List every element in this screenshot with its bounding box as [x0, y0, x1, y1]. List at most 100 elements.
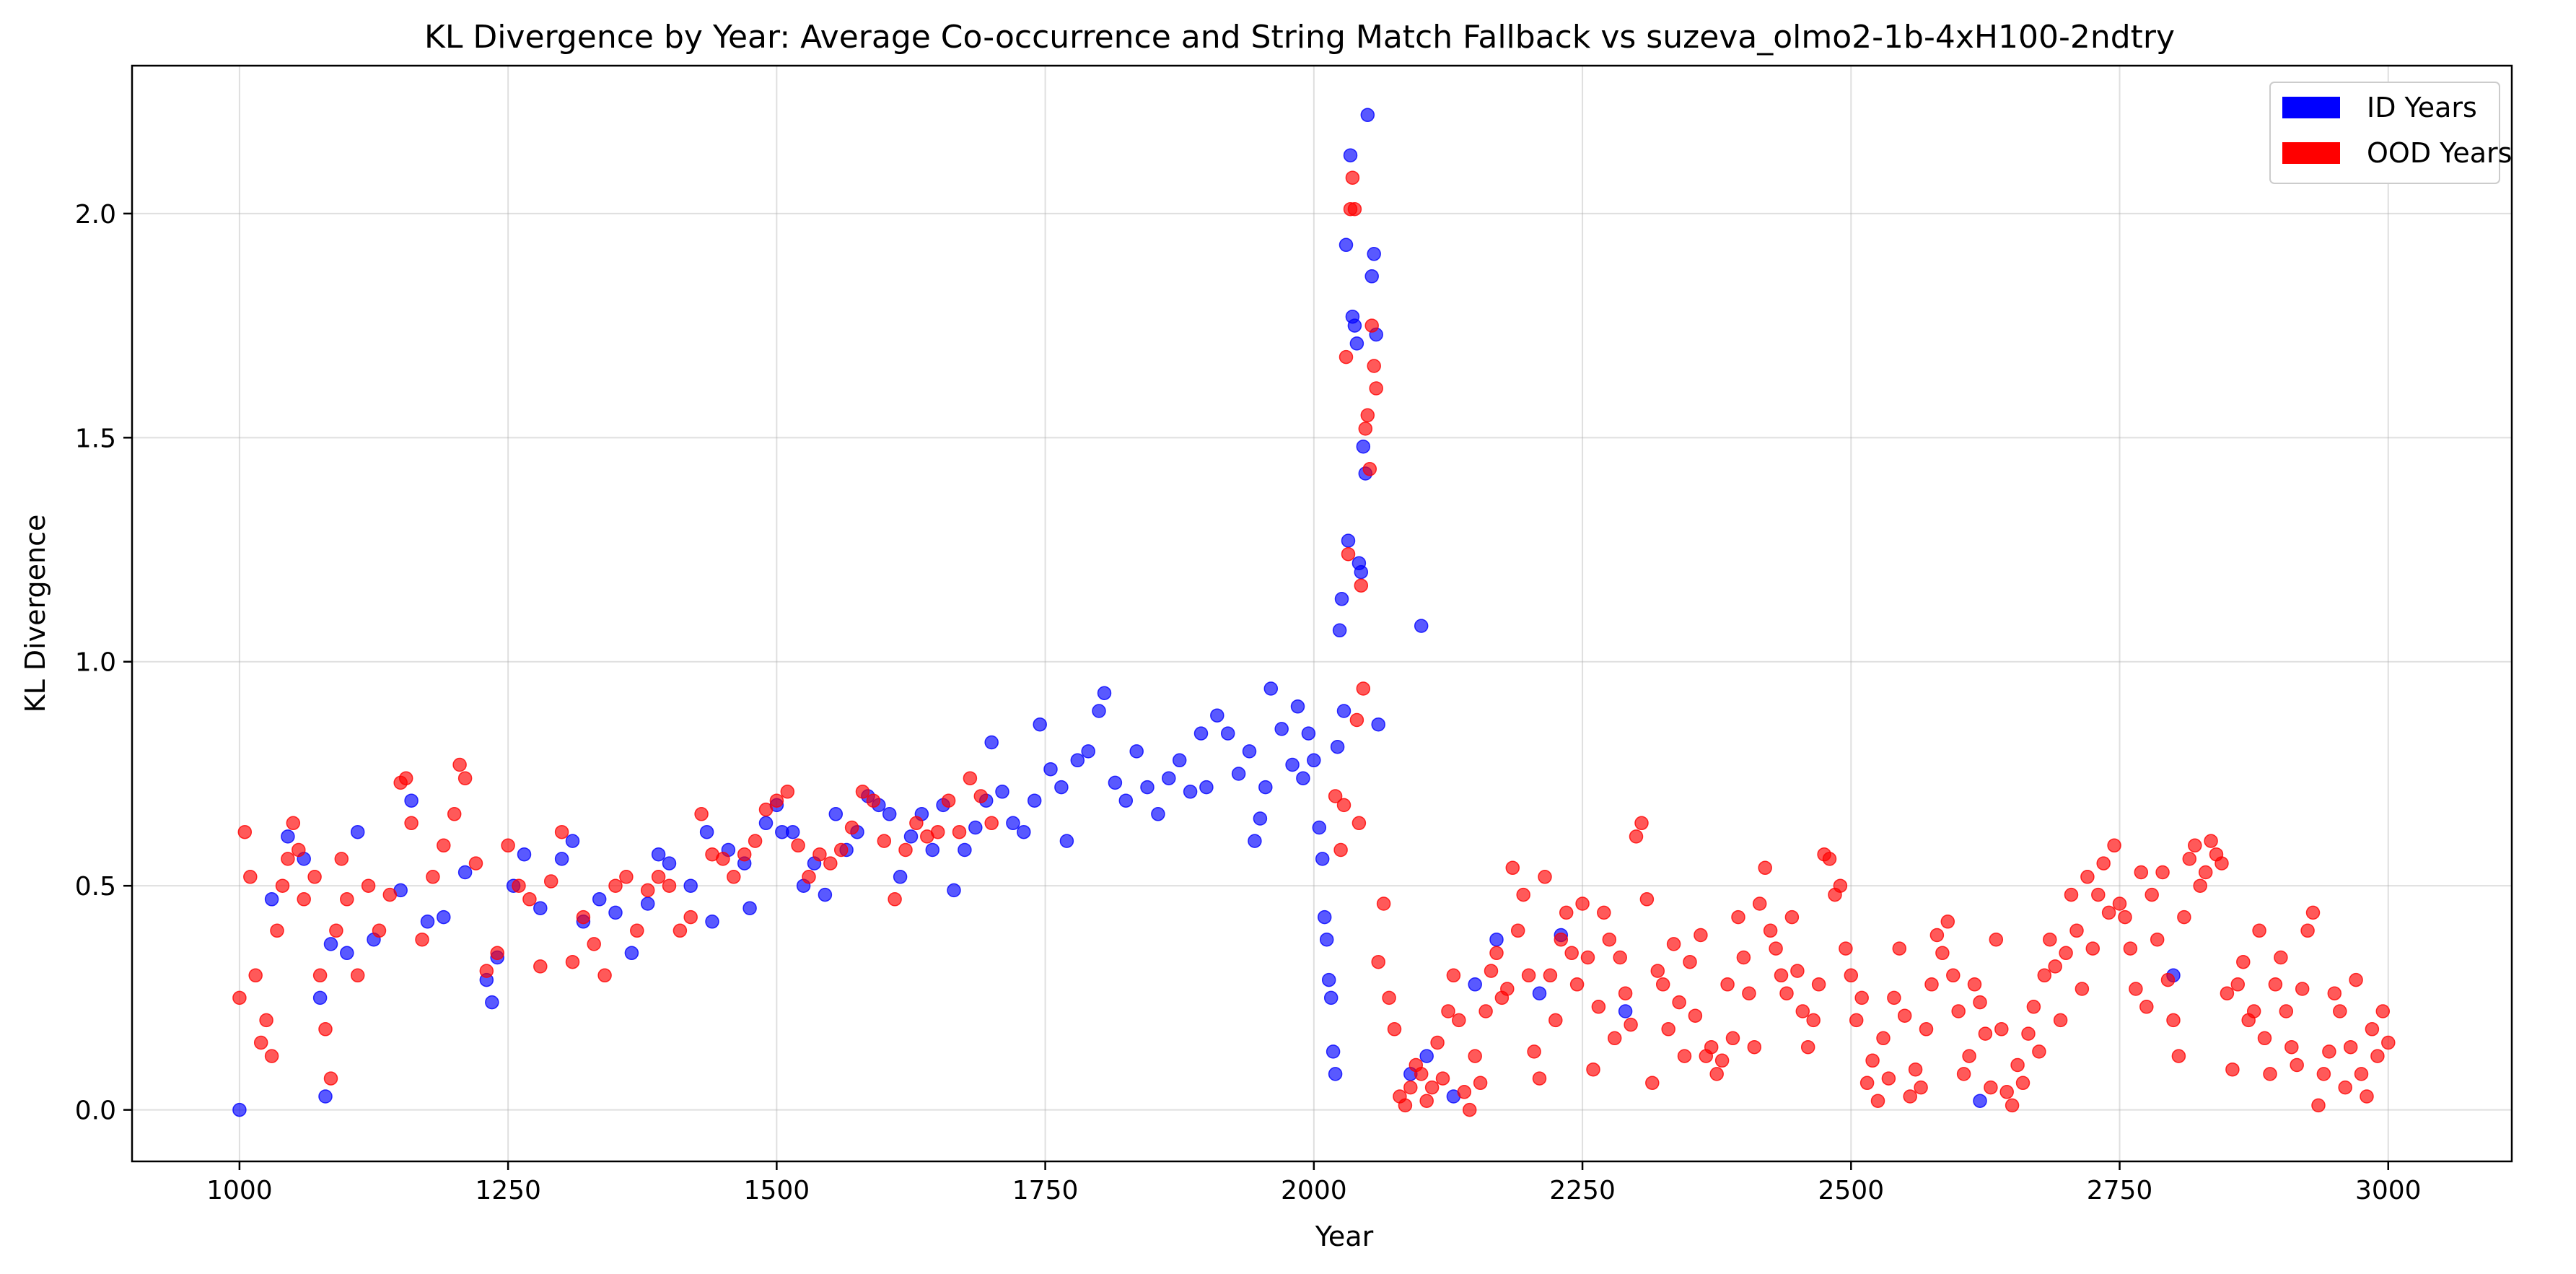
ood-year-point — [2037, 968, 2052, 983]
ood-year-point — [243, 870, 258, 884]
ood-year-point — [297, 892, 311, 907]
legend: ID Years OOD Years — [2269, 82, 2512, 184]
id-year-point — [1973, 1094, 1987, 1108]
ood-year-point — [2338, 1080, 2352, 1095]
ood-year-point — [426, 870, 440, 884]
ood-year-point — [898, 842, 913, 858]
ood-year-point — [748, 834, 763, 848]
ood-year-point — [1865, 1053, 1880, 1068]
ood-year-point — [1731, 909, 1745, 925]
ood-year-point — [2284, 1039, 2299, 1055]
ood-year-point — [398, 771, 413, 785]
ood-year-point — [2360, 1089, 2374, 1104]
x-tick-label: 1250 — [475, 1176, 541, 1205]
ood-year-point — [2225, 1062, 2240, 1077]
ood-year-point — [2316, 1067, 2331, 1081]
ood-year-point — [1973, 995, 1987, 1010]
ood-year-point — [769, 793, 784, 808]
ood-year-point — [2032, 1044, 2046, 1059]
ood-year-point — [1371, 954, 1385, 969]
ood-year-point — [1435, 1071, 1450, 1086]
ood-year-point — [1914, 1080, 1928, 1095]
series-ood-years — [232, 170, 2396, 1117]
id-year-point — [281, 829, 295, 844]
y-tick-label: 2.0 — [75, 200, 116, 230]
ood-year-point — [2134, 865, 2149, 880]
id-year-point — [651, 847, 666, 862]
ood-year-point — [382, 887, 398, 902]
ood-year-point — [2069, 923, 2084, 938]
ood-year-point — [1362, 462, 1377, 476]
ood-year-point — [2043, 932, 2057, 947]
id-year-point — [1059, 834, 1074, 848]
y-tick-label: 0.5 — [75, 872, 116, 902]
ood-year-point — [2204, 834, 2218, 848]
id-year-point — [1347, 318, 1362, 333]
id-year-point — [1033, 717, 1047, 732]
ood-year-point — [1351, 816, 1367, 831]
id-year-point — [828, 807, 844, 821]
ood-year-point — [1618, 986, 1633, 1000]
ood-year-point — [2290, 1057, 2304, 1073]
ood-year-point — [1478, 1004, 1493, 1018]
ood-year-point — [1527, 1044, 1541, 1059]
id-year-point — [699, 824, 714, 839]
id-year-point — [554, 852, 569, 866]
ood-year-point — [1887, 990, 1901, 1005]
ood-year-point — [1935, 946, 1950, 961]
ood-year-point — [1489, 946, 1504, 961]
ood-year-point — [2349, 972, 2363, 987]
id-year-point — [1285, 757, 1300, 772]
ood-year-point — [1376, 896, 1391, 911]
id-year-point — [1360, 108, 1375, 123]
ood-year-point — [1742, 986, 1756, 1000]
ood-year-point — [1709, 1067, 1724, 1081]
legend-label-id-years: ID Years — [2367, 92, 2477, 123]
ood-year-point — [1650, 964, 1665, 978]
ood-year-point — [1613, 950, 1627, 965]
ood-year-point — [877, 834, 892, 848]
ood-year-point — [1881, 1071, 1896, 1086]
ood-year-point — [1414, 1067, 1429, 1081]
ood-year-point — [479, 964, 494, 978]
id-year-point — [1242, 744, 1257, 759]
id-year-point — [1618, 1004, 1633, 1018]
id-year-point — [1231, 767, 1246, 781]
x-tick-label: 1500 — [744, 1176, 810, 1205]
id-year-point — [1081, 744, 1095, 759]
ood-year-point — [1575, 896, 1590, 911]
ood-year-point — [1356, 681, 1371, 696]
ood-year-point — [2059, 946, 2073, 961]
id-year-point — [1220, 726, 1235, 741]
ood-year-point — [963, 771, 978, 785]
ood-year-point — [2365, 1022, 2380, 1037]
ood-year-point — [1484, 964, 1499, 978]
id-year-point — [1307, 753, 1321, 768]
ood-year-point — [791, 838, 805, 853]
ood-year-point — [2230, 977, 2246, 992]
ood-year-point — [1364, 318, 1379, 333]
ood-year-point — [576, 909, 591, 925]
id-year-point — [1341, 533, 1356, 548]
id-year-point — [457, 865, 473, 880]
ood-year-point — [1800, 1039, 1815, 1055]
id-year-point — [1364, 269, 1379, 284]
ood-year-point — [941, 793, 956, 808]
ood-year-point — [2220, 986, 2235, 1000]
id-year-point — [1354, 564, 1369, 580]
ood-year-point — [662, 878, 677, 893]
id-year-point — [340, 946, 354, 961]
id-year-point — [1118, 793, 1134, 808]
ood-year-point — [2343, 1039, 2358, 1055]
ood-year-point — [1779, 986, 1794, 1000]
ood-year-point — [1591, 1000, 1606, 1014]
ood-year-point — [2198, 865, 2213, 880]
ood-year-point — [350, 968, 365, 983]
ood-year-point — [2370, 1049, 2385, 1063]
ood-year-point — [1624, 1017, 1638, 1032]
id-year-point — [1129, 744, 1144, 759]
id-year-point — [1301, 726, 1316, 741]
y-axis-label: KL Divergence — [19, 515, 51, 713]
ood-year-point — [264, 1049, 279, 1063]
ood-year-point — [2300, 923, 2315, 938]
